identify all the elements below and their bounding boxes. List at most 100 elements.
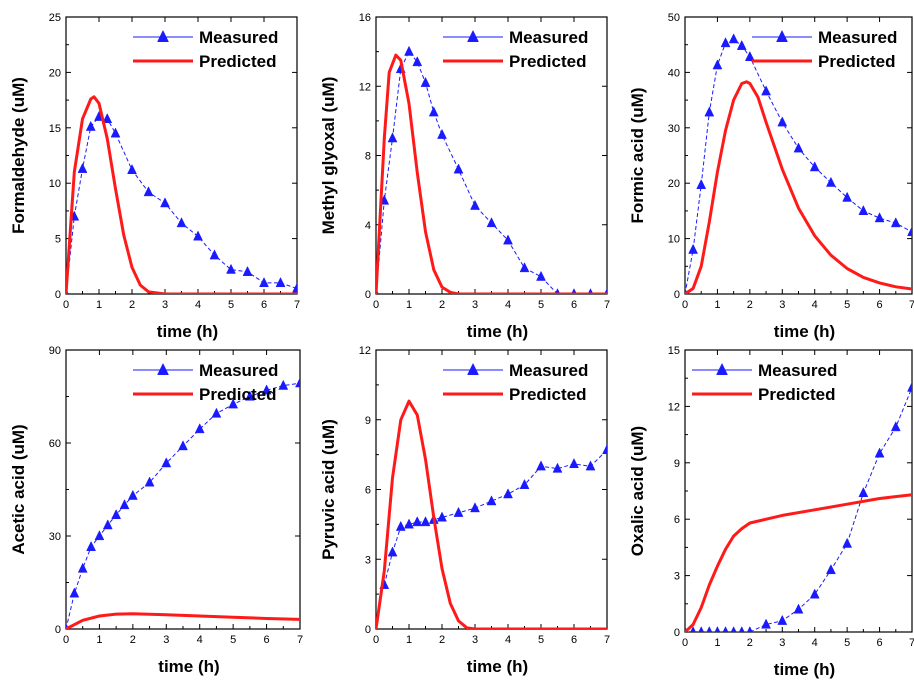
x-tick-label: 4 [197, 634, 203, 646]
y-tick-label: 25 [49, 12, 61, 24]
data-point-measured [714, 626, 721, 632]
x-tick-label: 5 [844, 299, 850, 311]
legend-swatch-marker [716, 362, 728, 375]
data-point-measured [226, 263, 236, 274]
x-tick-label: 0 [63, 634, 69, 646]
series-line-predicted [685, 493, 912, 632]
data-point-measured [736, 39, 747, 50]
legend: Measured Predicted [133, 28, 278, 71]
chart-panel-3: 0 1 2 3 4 5 6 7 0 10 20 30 40 50 time (h) Formic acid (… [628, 12, 914, 341]
data-point-measured [437, 511, 447, 522]
data-point-measured [176, 217, 187, 228]
legend-swatch-marker [157, 362, 169, 375]
x-tick-label: 5 [844, 637, 850, 649]
y-tick-label: 6 [674, 514, 680, 526]
data-point-measured [259, 277, 269, 288]
x-tick-label: 4 [812, 637, 818, 649]
data-point-measured [842, 191, 853, 202]
y-tick-label: 0 [55, 289, 61, 301]
x-tick-label: 4 [812, 299, 818, 311]
data-point-measured [874, 447, 885, 458]
data-point-measured [720, 37, 731, 48]
x-tick-label: 7 [909, 637, 914, 649]
y-tick-label: 0 [365, 289, 371, 301]
data-point-measured [519, 262, 530, 273]
data-point-measured [696, 178, 707, 189]
data-point-measured [69, 587, 80, 598]
data-point-measured [738, 626, 745, 632]
series-line-predicted [685, 80, 912, 294]
data-point-measured [261, 384, 272, 395]
data-point-measured [777, 116, 788, 127]
x-tick-label: 1 [406, 299, 412, 311]
y-tick-label: 12 [668, 401, 680, 413]
data-point-measured [793, 603, 804, 614]
data-point-measured [706, 626, 713, 632]
data-point-measured [826, 176, 836, 187]
data-point-measured [144, 476, 155, 487]
x-tick-label: 5 [538, 634, 544, 646]
y-axis-title: Formic acid (uM) [628, 87, 647, 223]
y-axis-title: Oxalic acid (uM) [628, 426, 647, 556]
x-tick-label: 6 [877, 299, 883, 311]
x-tick-label: 3 [163, 634, 169, 646]
data-point-measured [244, 390, 255, 401]
y-tick-label: 20 [49, 67, 61, 79]
legend-label: Predicted [818, 52, 895, 71]
legend-swatch-marker [467, 29, 479, 42]
x-tick-label: 6 [264, 634, 270, 646]
legend: Measured Predicted [133, 361, 278, 404]
legend: Measured Predicted [692, 361, 837, 404]
x-tick-label: 6 [571, 634, 577, 646]
x-tick-label: 7 [909, 299, 914, 311]
data-point-measured [194, 423, 205, 434]
legend-swatch-marker [776, 29, 788, 42]
legend-label: Measured [509, 28, 588, 47]
series-line-predicted [66, 95, 297, 294]
legend-label: Measured [758, 361, 837, 380]
x-tick-label: 7 [604, 299, 610, 311]
series-line-measured [376, 50, 607, 294]
x-tick-label: 2 [747, 299, 753, 311]
data-point-measured [503, 488, 513, 499]
legend-label: Measured [199, 361, 278, 380]
data-point-measured [160, 197, 170, 208]
x-tick-label: 4 [505, 634, 511, 646]
data-point-measured [688, 243, 699, 254]
x-axis-title: time (h) [774, 322, 835, 341]
x-tick-label: 1 [96, 299, 102, 311]
x-tick-label: 0 [373, 634, 379, 646]
data-point-measured [761, 618, 771, 629]
data-point-measured [746, 626, 753, 632]
data-point-measured [842, 537, 853, 548]
legend-swatch-marker [467, 362, 479, 375]
y-tick-label: 20 [668, 178, 680, 190]
data-point-measured [470, 502, 480, 513]
data-point-measured [387, 132, 398, 143]
x-tick-label: 6 [877, 637, 883, 649]
series-group [66, 377, 300, 629]
y-tick-label: 15 [668, 345, 680, 357]
x-tick-label: 0 [63, 299, 69, 311]
data-point-measured [722, 626, 729, 632]
data-point-measured [86, 540, 96, 551]
x-tick-label: 7 [294, 299, 300, 311]
data-point-measured [809, 588, 820, 599]
series-group [685, 33, 912, 294]
data-point-measured [119, 499, 130, 510]
data-point-measured [793, 142, 804, 153]
x-tick-label: 1 [96, 634, 102, 646]
legend-label: Predicted [509, 52, 586, 71]
x-tick-label: 3 [472, 634, 478, 646]
chart-panel-4: 0 1 2 3 4 5 6 7 0 30 60 90 time (h) Acetic acid (uM) M… [9, 345, 303, 676]
y-tick-label: 5 [55, 234, 61, 246]
x-tick-label: 1 [714, 637, 720, 649]
data-point-measured [890, 217, 901, 228]
series-line-measured [685, 387, 912, 632]
series-group [66, 95, 297, 294]
data-point-measured [470, 199, 480, 210]
data-point-measured [519, 478, 530, 489]
data-point-measured [77, 162, 88, 173]
x-tick-label: 0 [373, 299, 379, 311]
data-point-measured [412, 516, 423, 527]
